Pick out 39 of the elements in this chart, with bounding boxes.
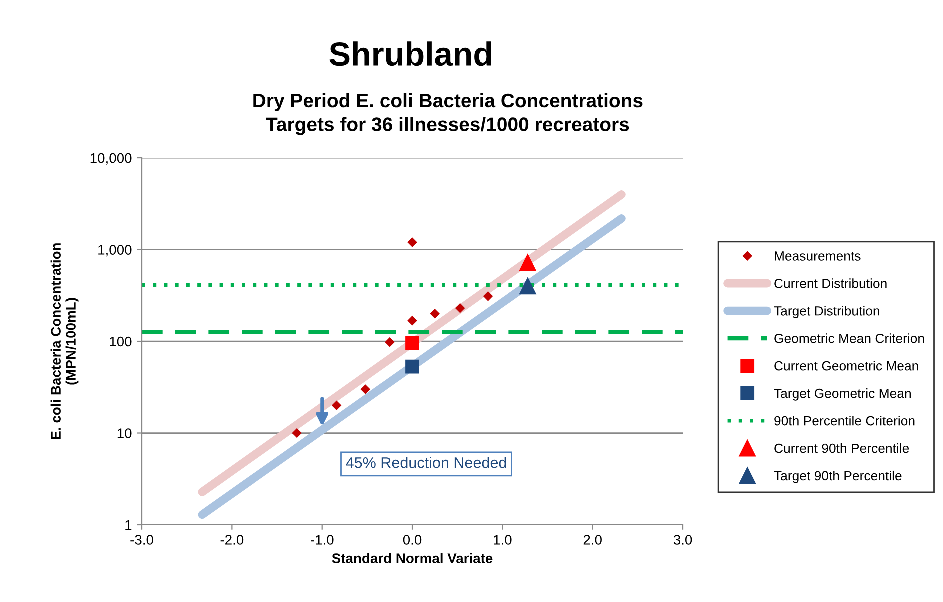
point (484, 292, 493, 302)
y-tick-label: 10 (118, 428, 132, 438)
x-tick-label: -2.0 (220, 535, 244, 545)
x-tick-label: -3.0 (130, 535, 154, 545)
x-tick-label: 2.0 (584, 535, 602, 545)
y-tick-label: 100 (110, 336, 132, 347)
x-axis-title: Standard Normal Variate (332, 553, 493, 564)
x-tick-label: 0.0 (403, 535, 422, 545)
chart-title: Shrubland (330, 42, 492, 66)
legend-label: Target Geometric Mean (774, 388, 911, 401)
point (385, 338, 395, 347)
legend-label: Current Geometric Mean (774, 361, 918, 371)
legend-label: Target Distribution (774, 306, 880, 318)
annotation: 45% Reduction Needed (346, 457, 506, 468)
y-axis-title: E. coli Bacteria Concentration (MPN/100mL) (50, 244, 79, 440)
legend-label: Target 90th Percentile (774, 470, 902, 484)
legend-label: Geometric Mean Criterion (774, 334, 924, 344)
y-tick-label: 1,000 (98, 245, 132, 257)
point (406, 336, 420, 350)
point (408, 238, 418, 248)
legend-label: Current Distribution (774, 278, 887, 288)
point (520, 278, 536, 295)
legend-label: 90th Percentile Criterion (774, 416, 915, 426)
y-tick-label: 10,000 (90, 153, 132, 165)
point (520, 254, 536, 272)
legend-label: Measurements (775, 252, 861, 261)
point (332, 401, 342, 410)
legend-label: Current 90th Percentile (774, 443, 910, 454)
x-tick-label: -1.0 (311, 535, 334, 545)
point (292, 428, 302, 438)
chart-subtitle: Dry Period E. coli Bacteria Concentrations Targets for 36 illnesses/1000 recreators (254, 93, 643, 136)
x-tick-label: 1.0 (494, 535, 512, 545)
point (430, 309, 440, 319)
point (361, 384, 370, 394)
point (406, 360, 420, 374)
y-tick-label: 1 (126, 520, 132, 530)
x-tick-label: 3.0 (674, 535, 692, 545)
point (456, 304, 465, 313)
point (408, 316, 418, 326)
